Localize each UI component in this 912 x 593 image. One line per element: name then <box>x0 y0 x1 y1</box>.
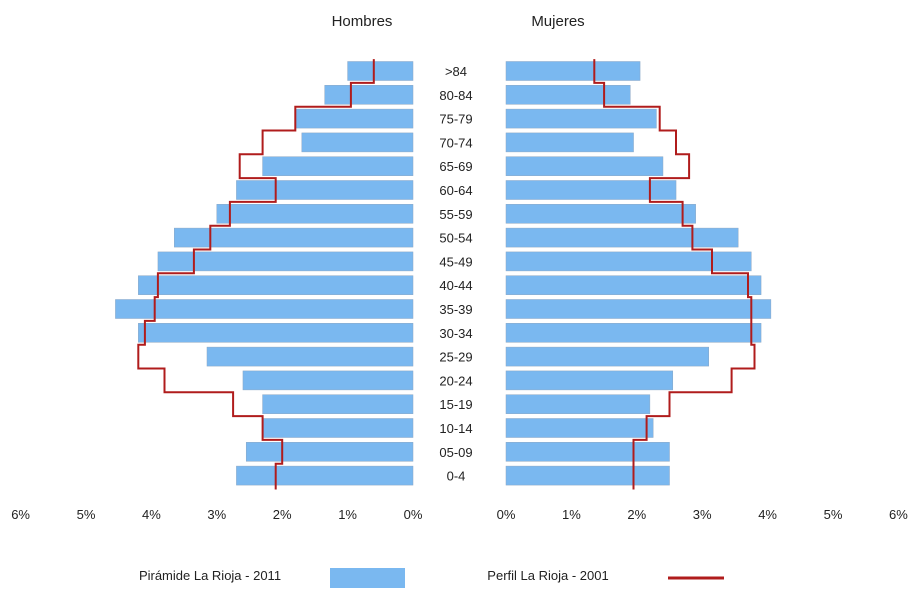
bar-men <box>138 323 414 343</box>
bar-women <box>505 442 670 462</box>
bar-men <box>138 275 414 295</box>
x-tick-label-left: 1% <box>338 507 357 522</box>
bar-women <box>505 299 772 319</box>
profile-line-men <box>137 59 375 490</box>
age-group-label: 30-34 <box>439 326 472 341</box>
title-women: Mujeres <box>531 13 584 30</box>
x-tick-label-left: 3% <box>207 507 226 522</box>
bar-men <box>236 465 414 486</box>
bar-men <box>347 61 414 81</box>
age-group-label: 35-39 <box>439 302 472 317</box>
legend-swatch-bars <box>330 568 405 588</box>
bar-men <box>301 132 414 153</box>
age-group-label: 10-14 <box>439 421 472 436</box>
age-group-label: 20-24 <box>439 373 472 388</box>
bars-men-group <box>115 61 414 486</box>
age-group-label: 55-59 <box>439 207 472 222</box>
age-group-label: 40-44 <box>439 278 472 293</box>
legend: Pirámide La Rioja - 2011 Perfil La Rioja… <box>139 568 724 588</box>
x-tick-label-left: 6% <box>11 507 30 522</box>
age-group-label: 0-4 <box>447 469 466 484</box>
age-group-label: 60-64 <box>439 183 472 198</box>
x-tick-label-right: 5% <box>824 507 843 522</box>
age-group-label: 05-09 <box>439 445 472 460</box>
age-group-label: 50-54 <box>439 231 472 246</box>
age-group-label: 45-49 <box>439 254 472 269</box>
legend-label-bars: Pirámide La Rioja - 2011 <box>139 568 281 583</box>
bars-women-group <box>505 61 772 486</box>
bar-men <box>216 204 414 224</box>
bar-women <box>505 465 670 486</box>
bar-women <box>505 85 631 105</box>
x-tick-label-left: 5% <box>77 507 96 522</box>
bar-men <box>262 418 414 438</box>
age-group-label: 25-29 <box>439 350 472 365</box>
x-ticks-group: 6% 5% 4% 3% 2% 1% 0% 0% 1% 2% 3% 4% 5% 6% <box>11 507 908 522</box>
age-labels-group: >84 80-84 75-79 70-74 65-69 60-64 55-59 50-54 45… <box>439 64 472 484</box>
bar-women <box>505 204 696 224</box>
x-tick-label-left: 2% <box>273 507 292 522</box>
age-group-label: 15-19 <box>439 397 472 412</box>
bar-women <box>505 156 664 176</box>
x-tick-label-right: 6% <box>889 507 908 522</box>
age-group-label: >84 <box>445 64 467 79</box>
bar-men <box>245 442 414 462</box>
title-men: Hombres <box>332 13 393 30</box>
x-tick-label-left: 4% <box>142 507 161 522</box>
legend-label-line: Perfil La Rioja - 2001 <box>487 568 608 583</box>
bar-women <box>505 180 677 200</box>
bar-women <box>505 61 641 81</box>
bar-men <box>236 180 414 200</box>
bar-men <box>206 346 414 367</box>
bar-men <box>262 156 414 176</box>
bar-men <box>262 394 414 414</box>
bar-women <box>505 132 634 153</box>
profile-lines-group <box>137 59 756 490</box>
age-group-label: 70-74 <box>439 135 472 150</box>
age-group-label: 65-69 <box>439 159 472 174</box>
bar-women <box>505 108 657 129</box>
x-tick-label-right: 0% <box>497 507 516 522</box>
bar-women <box>505 418 654 438</box>
profile-line-women <box>593 59 756 490</box>
bar-women <box>505 394 651 414</box>
bar-women <box>505 227 739 248</box>
x-tick-label-left: 0% <box>404 507 423 522</box>
age-group-label: 75-79 <box>439 112 472 127</box>
age-group-label: 80-84 <box>439 88 472 103</box>
x-tick-label-right: 3% <box>693 507 712 522</box>
x-tick-label-right: 1% <box>562 507 581 522</box>
bar-men <box>324 85 414 105</box>
bar-women <box>505 370 674 391</box>
bar-men <box>295 108 414 129</box>
bar-men <box>157 251 414 272</box>
bar-women <box>505 323 762 343</box>
bar-men <box>115 299 414 319</box>
bar-men <box>242 370 414 391</box>
bar-women <box>505 251 752 272</box>
x-tick-label-right: 2% <box>627 507 646 522</box>
bar-men <box>174 227 414 248</box>
bar-women <box>505 346 709 367</box>
x-tick-label-right: 4% <box>758 507 777 522</box>
bar-women <box>505 275 762 295</box>
